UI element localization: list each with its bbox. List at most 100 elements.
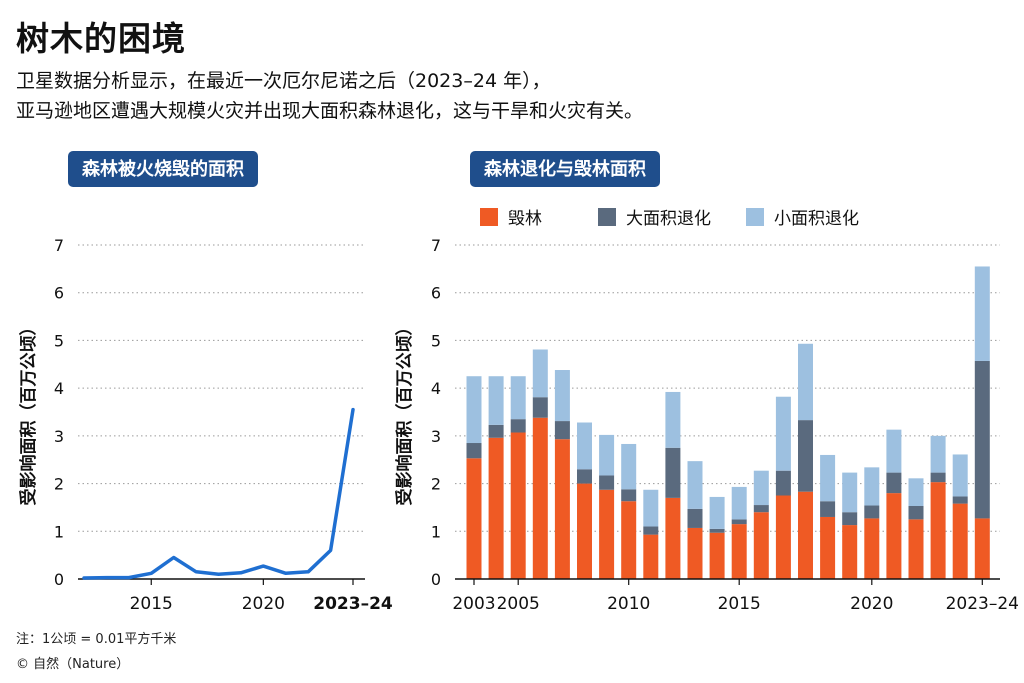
bar-segment-large-degradation bbox=[554, 421, 570, 440]
bar-segment-small-degradation bbox=[643, 489, 659, 527]
left-y-axis-label: 受影响面积（百万公顷） bbox=[18, 319, 39, 506]
right-chart-title: 森林退化与毁林面积 bbox=[470, 151, 660, 187]
left-y-tick-label: 0 bbox=[54, 570, 64, 589]
bar-segment-deforestation bbox=[599, 489, 615, 579]
bar-segment-large-degradation bbox=[864, 505, 880, 519]
bar-segment-large-degradation bbox=[886, 472, 902, 494]
bar-segment-deforestation bbox=[665, 497, 681, 579]
bar-segment-deforestation bbox=[842, 525, 858, 579]
right-y-tick-label: 7 bbox=[431, 236, 441, 255]
bar-segment-small-degradation bbox=[775, 396, 791, 471]
bar-segment-deforestation bbox=[820, 516, 836, 579]
bar-segment-deforestation bbox=[687, 527, 703, 579]
bar-segment-large-degradation bbox=[908, 505, 924, 520]
right-y-tick-label: 2 bbox=[431, 475, 441, 494]
bar-segment-small-degradation bbox=[466, 376, 482, 444]
bar-segment-deforestation bbox=[554, 439, 570, 579]
bar-segment-small-degradation bbox=[820, 454, 836, 502]
bar-segment-large-degradation bbox=[930, 472, 946, 483]
right-y-axis-label: 受影响面积（百万公顷） bbox=[394, 319, 415, 506]
right-y-tick-label: 3 bbox=[431, 427, 441, 446]
bar-segment-large-degradation bbox=[842, 512, 858, 526]
bar-segment-small-degradation bbox=[687, 461, 703, 509]
bar-segment-large-degradation bbox=[532, 397, 548, 418]
right-x-tick-label: 2023–24 bbox=[946, 594, 1019, 614]
bar-segment-small-degradation bbox=[577, 422, 592, 470]
bar-segment-deforestation bbox=[621, 501, 637, 579]
subtitle-line-2: 亚马逊地区遭遇大规模火灾并出现大面积森林退化，这与干旱和火灾有关。 bbox=[16, 100, 644, 122]
bar-segment-small-degradation bbox=[599, 434, 615, 476]
left-x-tick-label: 2023–24 bbox=[313, 594, 393, 614]
bar-segment-large-degradation bbox=[731, 519, 747, 525]
bar-segment-deforestation bbox=[532, 417, 548, 579]
left-y-tick-label: 4 bbox=[54, 379, 64, 398]
bar-segment-large-degradation bbox=[753, 505, 769, 513]
bar-segment-large-degradation bbox=[687, 508, 703, 528]
legend-label: 毁林 bbox=[508, 209, 542, 229]
bar-segment-small-degradation bbox=[554, 370, 570, 422]
legend-swatch bbox=[480, 208, 498, 226]
bar-segment-small-degradation bbox=[488, 376, 504, 425]
bar-segment-small-degradation bbox=[798, 343, 813, 421]
bar-segment-deforestation bbox=[488, 437, 504, 579]
right-y-tick-label: 6 bbox=[431, 284, 441, 303]
bar-segment-deforestation bbox=[731, 524, 747, 579]
bar-segment-small-degradation bbox=[665, 391, 681, 448]
right-x-tick-label: 2005 bbox=[497, 594, 540, 614]
bar-segment-small-degradation bbox=[908, 478, 924, 506]
bar-segment-large-degradation bbox=[952, 496, 968, 504]
right-y-tick-label: 5 bbox=[431, 331, 441, 350]
bar-segment-large-degradation bbox=[820, 501, 836, 517]
subtitle-line-1: 卫星数据分析显示，在最近一次厄尔尼诺之后（2023–24 年）， bbox=[16, 70, 551, 92]
bar-segment-deforestation bbox=[908, 519, 924, 579]
bar-segment-deforestation bbox=[930, 482, 946, 579]
left-y-tick-label: 6 bbox=[54, 284, 64, 303]
bar-segment-large-degradation bbox=[643, 526, 659, 535]
bar-segment-deforestation bbox=[952, 503, 968, 579]
bar-segment-small-degradation bbox=[952, 454, 968, 497]
left-y-tick-label: 3 bbox=[54, 427, 64, 446]
bar-segment-deforestation bbox=[886, 493, 902, 579]
left-y-tick-label: 1 bbox=[54, 522, 64, 541]
left-x-tick-label: 2020 bbox=[242, 594, 285, 614]
bar-segment-deforestation bbox=[864, 518, 880, 579]
right-x-tick-label: 2015 bbox=[718, 594, 761, 614]
left-series-line bbox=[82, 407, 355, 580]
bar-segment-small-degradation bbox=[510, 376, 526, 420]
right-y-tick-label: 1 bbox=[431, 522, 441, 541]
bar-segment-large-degradation bbox=[466, 443, 482, 459]
legend-label: 大面积退化 bbox=[626, 209, 711, 229]
bar-segment-deforestation bbox=[974, 518, 990, 579]
bar-segment-small-degradation bbox=[709, 496, 725, 529]
bar-segment-large-degradation bbox=[510, 419, 526, 433]
left-y-tick-label: 7 bbox=[54, 236, 64, 255]
bar-segment-large-degradation bbox=[665, 447, 681, 498]
bar-segment-deforestation bbox=[798, 491, 813, 579]
bar-segment-deforestation bbox=[510, 432, 526, 579]
bar-segment-large-degradation bbox=[599, 475, 615, 490]
bar-segment-deforestation bbox=[466, 458, 482, 579]
bar-segment-small-degradation bbox=[864, 467, 880, 506]
bar-segment-deforestation bbox=[775, 495, 791, 579]
legend-swatch bbox=[746, 208, 764, 226]
bar-segment-small-degradation bbox=[532, 349, 548, 398]
left-x-tick-label: 2015 bbox=[130, 594, 173, 614]
bar-segment-large-degradation bbox=[974, 360, 990, 519]
bar-segment-small-degradation bbox=[974, 266, 990, 361]
bar-segment-deforestation bbox=[643, 534, 659, 579]
bar-segment-large-degradation bbox=[775, 470, 791, 496]
right-x-tick-label: 2020 bbox=[850, 594, 893, 614]
footnote: 注：1公顷 = 0.01平方千米 bbox=[16, 632, 177, 647]
right-x-tick-label: 2003 bbox=[452, 594, 495, 614]
left-chart-title: 森林被火烧毁的面积 bbox=[68, 151, 258, 187]
bar-segment-deforestation bbox=[577, 483, 592, 579]
bar-segment-large-degradation bbox=[798, 420, 813, 492]
bar-segment-large-degradation bbox=[577, 469, 592, 484]
right-y-tick-label: 4 bbox=[431, 379, 441, 398]
left-y-tick-label: 2 bbox=[54, 475, 64, 494]
bar-segment-small-degradation bbox=[621, 443, 637, 490]
credit: © 自然（Nature） bbox=[16, 657, 130, 672]
legend-label: 小面积退化 bbox=[774, 209, 859, 229]
bar-segment-small-degradation bbox=[842, 472, 858, 513]
bar-segment-small-degradation bbox=[886, 429, 902, 473]
